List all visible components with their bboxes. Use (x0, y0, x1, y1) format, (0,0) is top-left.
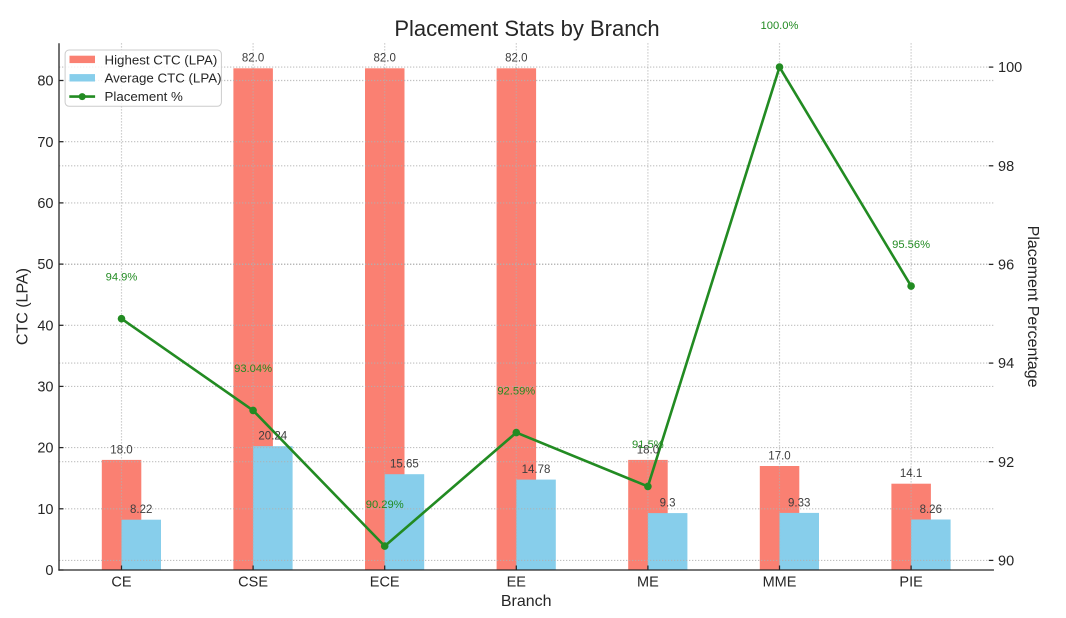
svg-text:8.22: 8.22 (130, 504, 152, 516)
svg-text:Placement Percentage: Placement Percentage (1024, 226, 1041, 388)
svg-text:ME: ME (637, 575, 659, 591)
svg-text:CSE: CSE (238, 575, 268, 591)
svg-text:Branch: Branch (501, 593, 552, 610)
svg-text:50: 50 (37, 257, 53, 273)
svg-text:82.0: 82.0 (374, 53, 396, 65)
svg-text:100: 100 (998, 60, 1022, 76)
svg-text:Highest CTC (LPA): Highest CTC (LPA) (105, 52, 218, 67)
svg-text:100.0%: 100.0% (761, 20, 799, 32)
svg-text:93.04%: 93.04% (234, 363, 272, 375)
svg-text:91.5%: 91.5% (632, 439, 664, 451)
svg-text:90: 90 (998, 554, 1014, 570)
svg-text:14.78: 14.78 (522, 464, 551, 476)
svg-text:CE: CE (111, 575, 131, 591)
svg-text:94: 94 (998, 356, 1014, 372)
svg-text:98: 98 (998, 159, 1014, 175)
svg-text:92.59%: 92.59% (497, 385, 535, 397)
svg-text:95.56%: 95.56% (892, 239, 930, 251)
svg-text:82.0: 82.0 (505, 53, 527, 65)
svg-text:80: 80 (37, 74, 53, 90)
svg-text:10: 10 (37, 502, 53, 518)
svg-text:96: 96 (998, 258, 1014, 274)
svg-text:60: 60 (37, 196, 53, 212)
svg-text:40: 40 (37, 318, 53, 334)
svg-text:CTC (LPA): CTC (LPA) (15, 268, 32, 345)
svg-text:14.1: 14.1 (900, 468, 922, 480)
svg-text:PIE: PIE (899, 575, 923, 591)
svg-text:90.29%: 90.29% (366, 499, 404, 511)
svg-text:30: 30 (37, 380, 53, 396)
svg-text:Placement %: Placement % (105, 89, 184, 104)
svg-text:MME: MME (763, 575, 797, 591)
svg-text:18.0: 18.0 (110, 444, 132, 456)
svg-text:ECE: ECE (370, 575, 400, 591)
svg-text:20.24: 20.24 (258, 431, 287, 443)
svg-text:20: 20 (37, 441, 53, 457)
svg-text:17.0: 17.0 (768, 450, 790, 462)
svg-text:0: 0 (45, 563, 53, 579)
svg-text:94.9%: 94.9% (106, 271, 138, 283)
svg-text:Average CTC (LPA): Average CTC (LPA) (105, 71, 222, 86)
svg-text:15.65: 15.65 (390, 459, 419, 471)
svg-text:Placement Stats by Branch: Placement Stats by Branch (394, 16, 659, 41)
svg-text:82.0: 82.0 (242, 53, 264, 65)
svg-text:EE: EE (507, 575, 527, 591)
svg-text:9.33: 9.33 (788, 497, 810, 509)
svg-text:8.26: 8.26 (920, 504, 942, 516)
svg-text:9.3: 9.3 (660, 498, 676, 510)
svg-text:18.0: 18.0 (637, 444, 659, 456)
svg-text:92: 92 (998, 455, 1014, 471)
svg-text:70: 70 (37, 135, 53, 151)
